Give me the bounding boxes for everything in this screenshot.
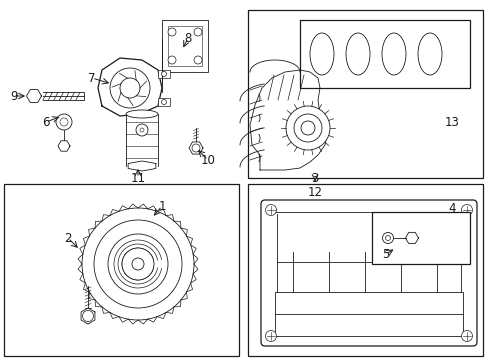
Circle shape <box>194 56 202 64</box>
Bar <box>4 184 239 356</box>
Circle shape <box>108 234 168 294</box>
Text: 13: 13 <box>444 116 460 129</box>
Circle shape <box>386 235 391 240</box>
Text: 11: 11 <box>130 171 146 185</box>
Circle shape <box>301 121 315 135</box>
Circle shape <box>132 258 144 270</box>
Circle shape <box>194 28 202 36</box>
Circle shape <box>120 78 140 98</box>
Text: 6: 6 <box>42 116 50 129</box>
Circle shape <box>136 124 148 136</box>
Text: 3: 3 <box>311 171 318 185</box>
Circle shape <box>60 118 68 126</box>
Circle shape <box>122 248 154 280</box>
Bar <box>162 20 208 72</box>
Bar <box>248 184 483 356</box>
Bar <box>300 20 470 88</box>
Text: 8: 8 <box>184 31 192 45</box>
Ellipse shape <box>382 33 406 75</box>
Bar <box>168 26 202 66</box>
Circle shape <box>462 330 472 342</box>
FancyBboxPatch shape <box>261 200 477 346</box>
Text: 9: 9 <box>10 90 18 103</box>
Text: 4: 4 <box>448 202 456 215</box>
Circle shape <box>168 28 176 36</box>
Circle shape <box>192 144 200 152</box>
Circle shape <box>462 204 472 216</box>
Text: 2: 2 <box>64 231 72 244</box>
Circle shape <box>266 204 276 216</box>
Text: 5: 5 <box>382 248 390 261</box>
Circle shape <box>266 330 276 342</box>
Circle shape <box>162 99 167 104</box>
Bar <box>158 70 170 78</box>
Ellipse shape <box>418 33 442 75</box>
Circle shape <box>140 128 144 132</box>
Circle shape <box>110 68 150 108</box>
Bar <box>372 212 470 264</box>
Circle shape <box>82 310 94 321</box>
Bar <box>248 10 483 178</box>
Ellipse shape <box>126 110 158 118</box>
Circle shape <box>162 72 167 77</box>
Circle shape <box>383 233 393 243</box>
Ellipse shape <box>346 33 370 75</box>
Circle shape <box>286 106 330 150</box>
Text: 7: 7 <box>88 72 96 85</box>
Text: 10: 10 <box>200 153 216 166</box>
Text: 1: 1 <box>158 199 166 212</box>
Circle shape <box>168 56 176 64</box>
Text: 12: 12 <box>308 185 322 198</box>
Ellipse shape <box>310 33 334 75</box>
Circle shape <box>56 114 72 130</box>
Bar <box>158 98 170 106</box>
Bar <box>275 292 463 336</box>
Circle shape <box>294 114 322 142</box>
Circle shape <box>94 220 182 308</box>
